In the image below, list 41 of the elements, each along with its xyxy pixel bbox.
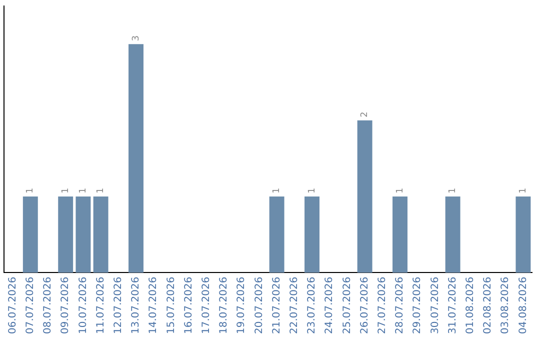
data-label: 2 xyxy=(360,112,370,118)
data-label: 1 xyxy=(78,188,89,194)
x-tick-label: 15.07.2026 xyxy=(166,276,177,334)
x-tick-label: 19.07.2026 xyxy=(236,276,248,334)
x-tick-label: 03.08.2026 xyxy=(500,276,512,334)
data-label: 3 xyxy=(131,35,142,42)
data-label: 1 xyxy=(272,188,282,194)
data-label: 1 xyxy=(448,188,458,194)
x-tick-label: 06.07.2026 xyxy=(7,276,18,334)
x-tick-label: 04.08.2026 xyxy=(518,276,529,334)
x-tick-label: 14.07.2026 xyxy=(148,276,160,334)
x-tick-label: 11.07.2026 xyxy=(95,276,106,334)
x-tick-label: 22.07.2026 xyxy=(288,276,300,334)
x-tick-label: 20.07.2026 xyxy=(254,276,265,334)
x-tick-label: 24.07.2026 xyxy=(324,276,336,334)
x-tick-label: 10.07.2026 xyxy=(78,276,89,334)
x-tick-label: 31.07.2026 xyxy=(447,276,458,334)
x-tick-label: 16.07.2026 xyxy=(183,276,194,334)
data-label: 1 xyxy=(518,188,529,194)
x-tick-label: 29.07.2026 xyxy=(412,276,424,334)
x-tick-label: 07.07.2026 xyxy=(24,276,36,334)
x-tick-label: 18.07.2026 xyxy=(218,276,230,334)
x-tick-label: 09.07.2026 xyxy=(60,276,72,334)
x-tick-label: 28.07.2026 xyxy=(394,276,406,334)
data-label: 1 xyxy=(60,188,71,194)
data-label: 1 xyxy=(96,188,106,194)
x-tick-label: 25.07.2026 xyxy=(342,276,353,334)
x-tick-label: 26.07.2026 xyxy=(359,276,370,334)
x-tick-label: 17.07.2026 xyxy=(200,276,212,334)
x-tick-label: 12.07.2026 xyxy=(112,276,124,334)
data-label: 1 xyxy=(26,188,36,194)
data-label: 1 xyxy=(307,188,318,194)
x-tick-label: 01.08.2026 xyxy=(464,276,476,334)
x-tick-label: 21.07.2026 xyxy=(271,276,282,334)
x-tick-label: 02.08.2026 xyxy=(482,276,494,334)
x-tick-label: 30.07.2026 xyxy=(430,276,441,334)
x-tick-label: 23.07.2026 xyxy=(306,276,318,334)
data-label: 1 xyxy=(395,188,406,194)
x-tick-label: 08.07.2026 xyxy=(42,276,54,334)
x-tick-label: 27.07.2026 xyxy=(376,276,388,334)
x-tick-label: 13.07.2026 xyxy=(130,276,142,334)
